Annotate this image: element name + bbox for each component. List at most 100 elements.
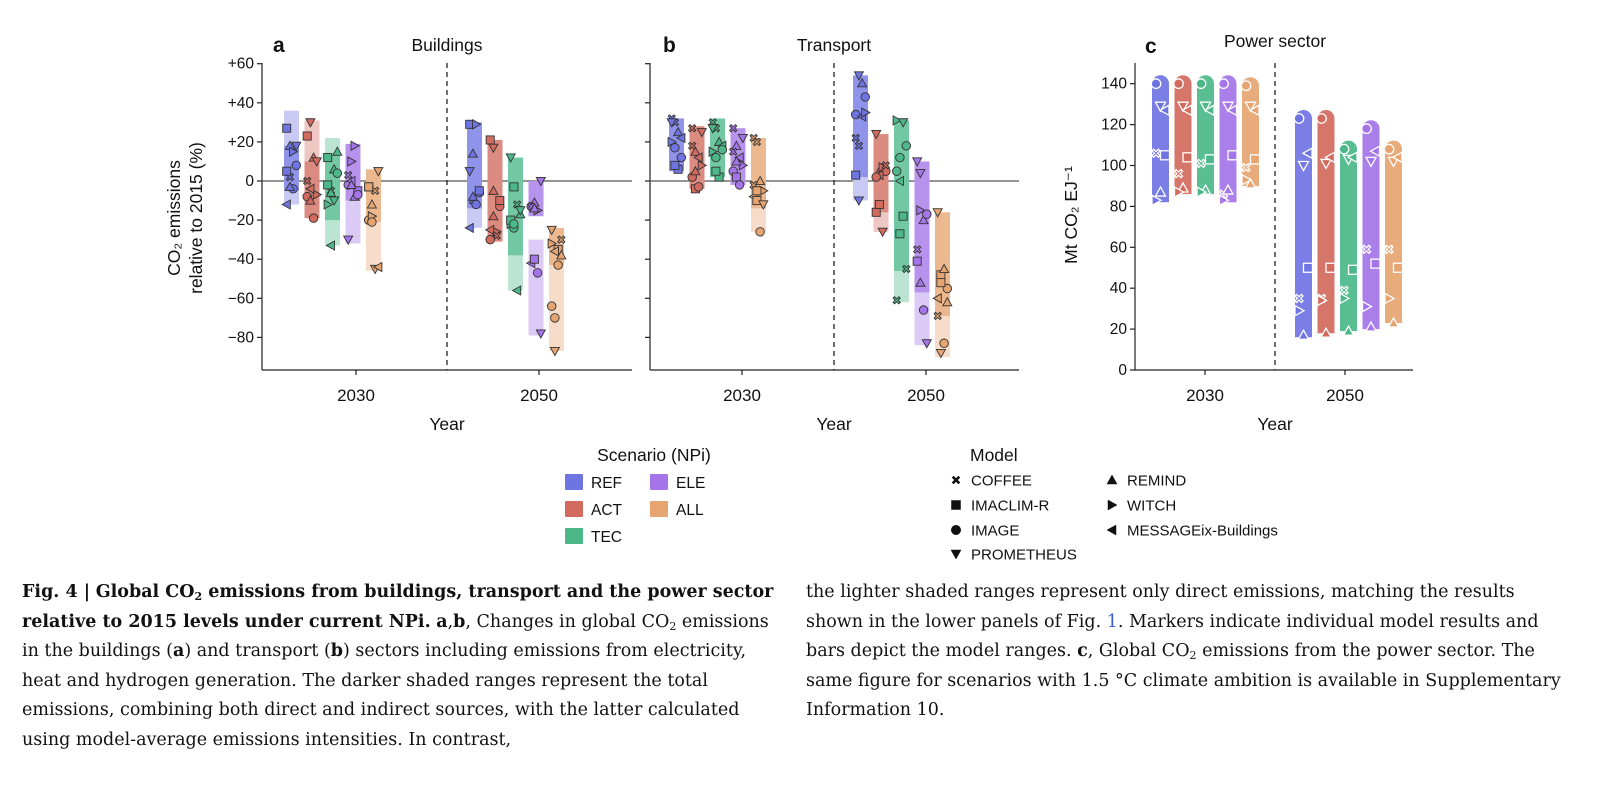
- model-marker: [912, 256, 922, 266]
- model-marker: [871, 172, 881, 182]
- figure-4: +60 +40 +20 0 −20 −40 −60 −80 a Buildings 2030 2050…: [164, 31, 1413, 564]
- legend-scenario: Scenario (NPi) REF ACT TEC ELE ALL: [565, 445, 711, 546]
- model-marker: [1339, 285, 1349, 296]
- model-marker: [529, 202, 540, 213]
- y-tick-label-c: 120: [1101, 117, 1127, 134]
- model-marker: [1173, 168, 1184, 179]
- model-marker: [1342, 324, 1355, 336]
- legend-model-label: IMACLIM-R: [971, 498, 1050, 515]
- model-marker: [851, 170, 861, 180]
- model-marker: [892, 115, 903, 126]
- model-marker: [550, 313, 560, 323]
- model-marker: [549, 246, 559, 257]
- model-marker: [915, 169, 926, 179]
- model-marker: [1244, 101, 1257, 113]
- panel-b-transport: b Transport 2030 2050 Year: [645, 34, 1019, 434]
- model-marker: [734, 180, 745, 190]
- total-range-bar: [1362, 120, 1380, 330]
- model-marker: [332, 146, 343, 156]
- model-marker: [670, 160, 680, 170]
- model-marker: [881, 161, 891, 170]
- model-marker: [1196, 185, 1208, 199]
- triangle-down-icon: [950, 549, 962, 560]
- model-marker: [304, 183, 315, 195]
- legend-swatch-ele: [650, 474, 668, 490]
- figure-1-link[interactable]: 1: [1106, 611, 1118, 632]
- model-marker: [1364, 320, 1378, 332]
- y-axis-label-a-line2: relative to 2015 (%): [186, 142, 206, 294]
- caption-title: Global CO2 emissions from buildings, tra…: [22, 582, 774, 632]
- model-marker: [690, 146, 701, 156]
- y-tick-label-a: −40: [228, 251, 255, 268]
- model-marker: [693, 152, 703, 163]
- model-marker: [755, 227, 765, 237]
- model-marker: [464, 222, 474, 234]
- model-marker: [364, 182, 374, 192]
- model-marker: [690, 165, 701, 176]
- model-marker: [921, 339, 933, 349]
- model-marker: [343, 170, 353, 180]
- model-marker: [535, 329, 547, 339]
- model-marker: [1387, 316, 1400, 328]
- model-marker: [1316, 113, 1327, 124]
- model-marker: [1297, 328, 1310, 340]
- x-axis-label-a: Year: [429, 414, 465, 434]
- model-marker: [282, 123, 292, 133]
- model-marker: [302, 176, 312, 186]
- model-marker: [902, 264, 911, 274]
- y-tick-label-c: 80: [1110, 198, 1128, 215]
- model-marker: [918, 214, 929, 225]
- model-marker: [1361, 300, 1373, 313]
- model-marker: [467, 148, 479, 158]
- model-marker: [916, 205, 926, 216]
- panel-title-b: Transport: [797, 35, 871, 55]
- model-marker: [488, 143, 499, 154]
- model-marker: [557, 235, 566, 244]
- model-marker: [1364, 156, 1378, 168]
- model-marker: [1150, 78, 1162, 90]
- total-range-bar: [1174, 75, 1192, 195]
- model-marker: [1226, 104, 1238, 117]
- legend-swatch-act: [565, 501, 583, 517]
- model-marker: [870, 130, 882, 140]
- model-marker: [281, 199, 291, 210]
- model-marker: [877, 227, 888, 238]
- model-marker: [1158, 104, 1170, 117]
- model-marker: [367, 217, 377, 227]
- model-marker: [938, 263, 950, 274]
- model-marker: [731, 172, 741, 182]
- model-marker: [897, 118, 909, 128]
- model-marker: [892, 296, 901, 305]
- model-marker: [1154, 185, 1167, 197]
- model-marker: [467, 191, 479, 201]
- model-marker: [305, 118, 316, 128]
- model-marker: [1218, 78, 1229, 90]
- model-marker: [672, 126, 684, 137]
- model-marker: [1293, 113, 1305, 124]
- legend-label-act: ACT: [591, 502, 623, 519]
- total-range-bar: [1295, 109, 1312, 338]
- legend-model-label: REMIND: [1127, 473, 1186, 490]
- model-marker: [312, 189, 323, 200]
- model-marker: [370, 186, 380, 196]
- model-marker: [911, 157, 923, 167]
- legend-model-label: WITCH: [1127, 498, 1176, 515]
- model-marker: [1176, 101, 1190, 113]
- model-marker: [936, 278, 946, 288]
- model-marker: [717, 144, 728, 155]
- model-marker: [901, 141, 912, 151]
- total-range-bar: [853, 75, 868, 178]
- model-marker: [1391, 151, 1403, 164]
- model-marker: [284, 181, 296, 191]
- model-marker: [1196, 158, 1206, 169]
- model-marker: [505, 153, 516, 163]
- model-marker: [871, 207, 881, 217]
- model-marker: [553, 260, 563, 270]
- model-marker: [912, 245, 922, 254]
- total-range-bar: [1219, 75, 1237, 203]
- model-marker: [853, 71, 865, 81]
- model-marker: [731, 156, 742, 166]
- model-marker: [728, 123, 738, 133]
- model-marker: [1324, 151, 1336, 164]
- model-marker: [347, 156, 357, 167]
